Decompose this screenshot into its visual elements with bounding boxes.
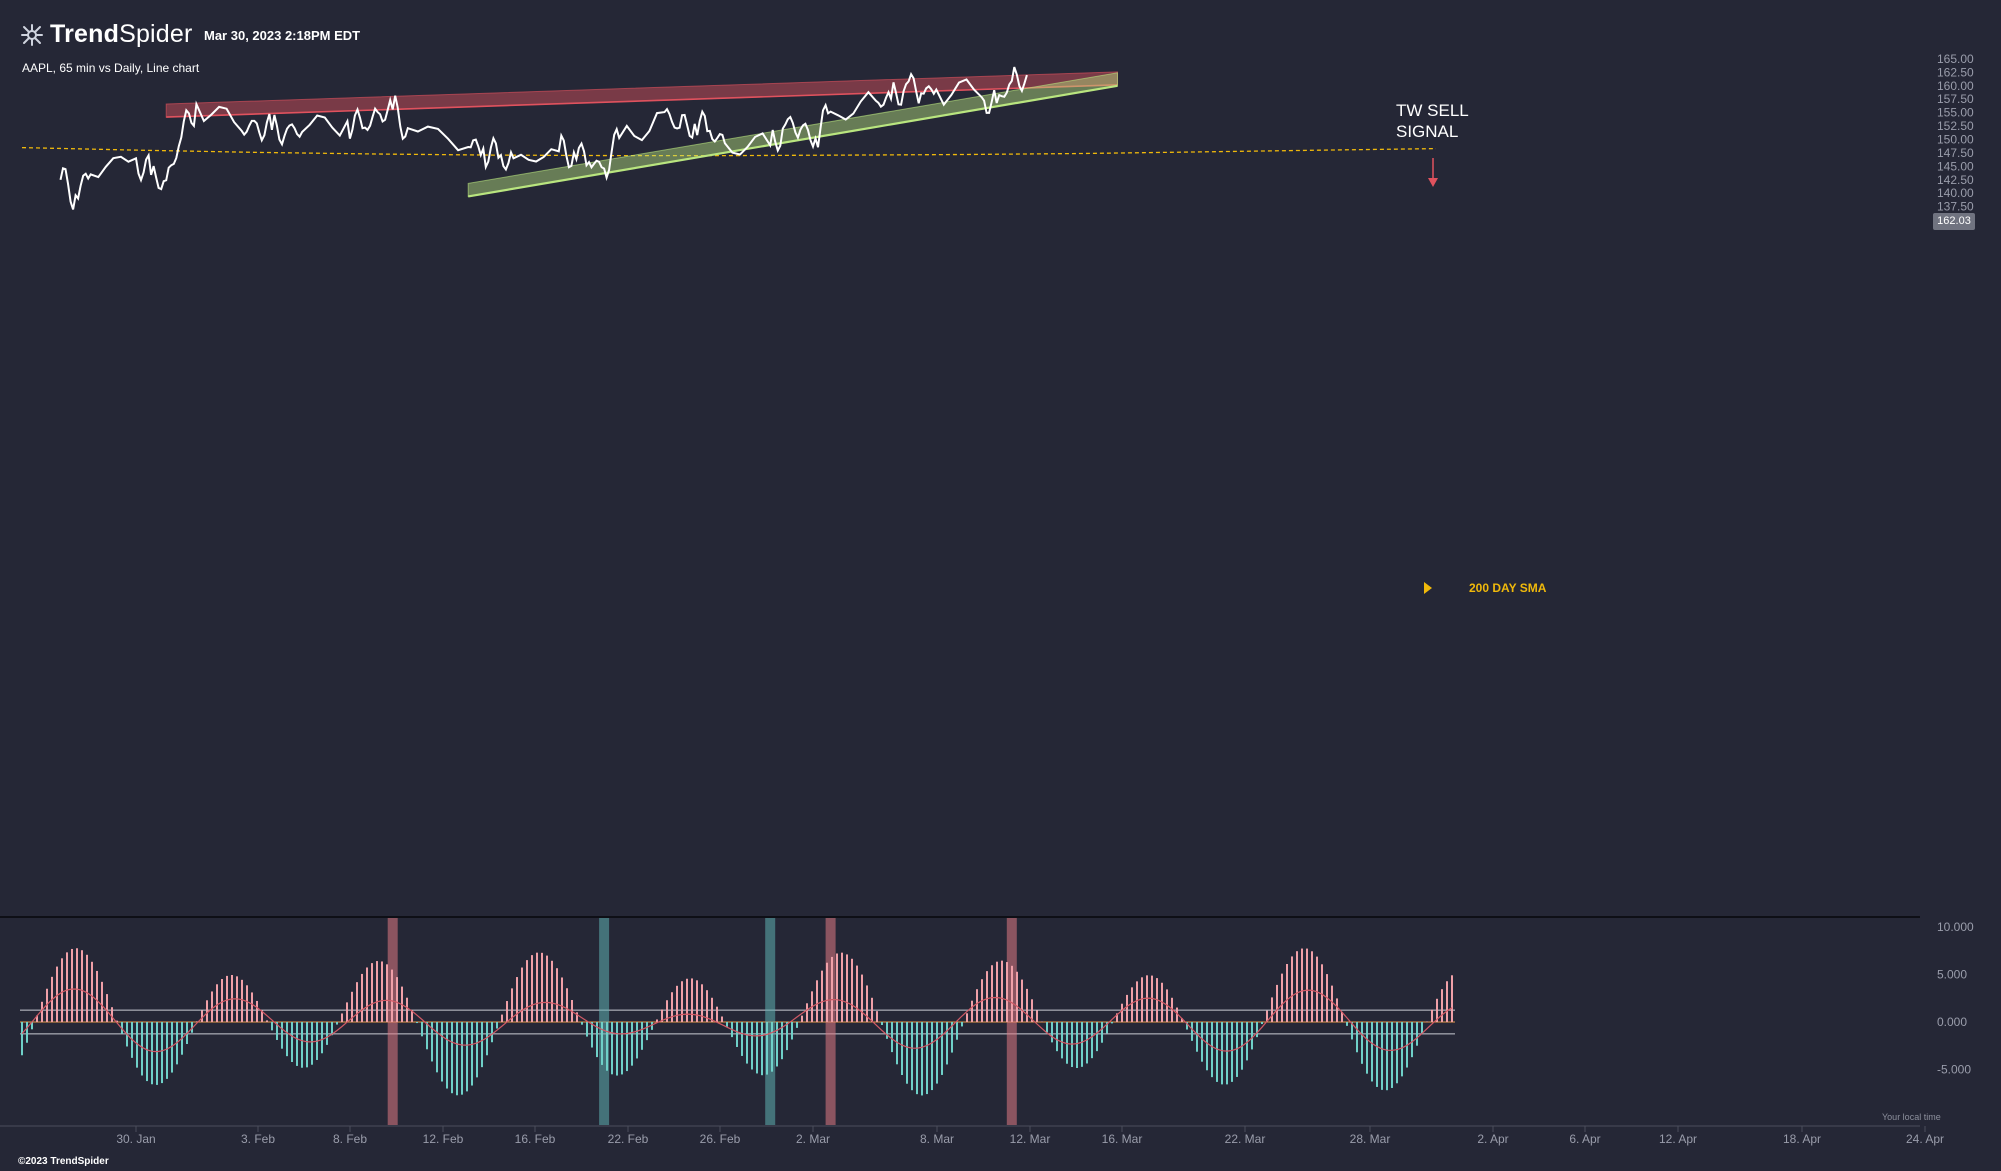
y-tick-label: 137.50 [1937, 200, 1974, 214]
sma-200-line [21, 146, 1437, 157]
x-tick-label: 12. Mar [1010, 1132, 1051, 1146]
support-trendline-edge [468, 84, 1118, 198]
y-tick-label: 142.50 [1937, 173, 1974, 187]
oscillator-histogram [21, 948, 1453, 1096]
osc-y-tick-label: 10.000 [1937, 920, 1974, 934]
y-tick-label: 160.00 [1937, 79, 1974, 93]
signal-bar [599, 918, 610, 1125]
price-line [59, 66, 1028, 210]
sma-label: 200 DAY SMA [1469, 581, 1547, 595]
sma-arrowhead [1424, 582, 1432, 594]
price-y-axis: 137.50140.00142.50145.00147.50150.00152.… [1937, 52, 1974, 214]
osc-y-tick-label: -5.000 [1937, 1063, 1971, 1077]
x-tick-label: 16. Feb [515, 1132, 556, 1146]
annotation-line-2: SIGNAL [1396, 122, 1459, 141]
x-tick-label: 6. Apr [1569, 1132, 1600, 1146]
x-tick-label: 8. Mar [920, 1132, 954, 1146]
x-tick-label: 3. Feb [241, 1132, 275, 1146]
x-tick-label: 26. Feb [700, 1132, 741, 1146]
resistance-trendline-edge [166, 84, 1118, 118]
y-tick-label: 152.50 [1937, 119, 1974, 133]
osc-y-tick-label: 5.000 [1937, 968, 1967, 982]
x-tick-label: 30. Jan [116, 1132, 155, 1146]
x-tick-label: 2. Mar [796, 1132, 830, 1146]
signal-bar [765, 918, 776, 1125]
x-axis: 30. Jan 3. Feb 8. Feb 12. Feb 16. Feb 22. Feb… [116, 1126, 1944, 1146]
y-tick-label: 162.50 [1937, 65, 1974, 79]
annotation-line-1: TW SELL [1396, 101, 1469, 120]
y-tick-label: 150.00 [1937, 133, 1974, 147]
x-tick-label: 22. Feb [608, 1132, 649, 1146]
y-tick-label: 157.50 [1937, 92, 1974, 106]
oscillator-signal-line [21, 988, 1453, 1053]
x-tick-label: 2. Apr [1477, 1132, 1508, 1146]
logo-wordmark: TrendSpider [50, 20, 193, 48]
x-tick-label: 12. Apr [1659, 1132, 1697, 1146]
x-tick-label: 24. Apr [1906, 1132, 1944, 1146]
spider-icon [21, 23, 43, 46]
x-tick-label: 22. Mar [1225, 1132, 1266, 1146]
y-tick-label: 140.00 [1937, 186, 1974, 200]
x-tick-label: 28. Mar [1350, 1132, 1391, 1146]
oscillator-y-axis: -5.000 0.000 5.000 10.000 [1937, 920, 1974, 1077]
signal-bar [825, 918, 836, 1125]
y-tick-label: 147.50 [1937, 146, 1974, 160]
y-tick-label: 165.00 [1937, 52, 1974, 66]
y-tick-label: 145.00 [1937, 159, 1974, 173]
sell-signal-annotation: TW SELL SIGNAL [1396, 100, 1469, 142]
x-tick-label: 16. Mar [1102, 1132, 1143, 1146]
arrow-head [1428, 178, 1438, 187]
timestamp: Mar 30, 2023 2:18PM EDT [204, 28, 361, 43]
sma-label-arrow [1424, 582, 1432, 594]
last-price-badge: 162.03 [1933, 213, 1975, 230]
x-tick-label: 12. Feb [423, 1132, 464, 1146]
sell-signal-arrow [1428, 158, 1438, 187]
x-tick-label: 18. Apr [1783, 1132, 1821, 1146]
timezone-note: Your local time [1882, 1112, 1941, 1122]
copyright: ©2023 TrendSpider [18, 1156, 109, 1167]
y-tick-label: 155.00 [1937, 106, 1974, 120]
osc-y-tick-label: 0.000 [1937, 1015, 1967, 1029]
chart-subtitle: AAPL, 65 min vs Daily, Line chart [22, 61, 200, 75]
trendspider-logo: TrendSpider [20, 20, 193, 49]
x-tick-label: 8. Feb [333, 1132, 367, 1146]
